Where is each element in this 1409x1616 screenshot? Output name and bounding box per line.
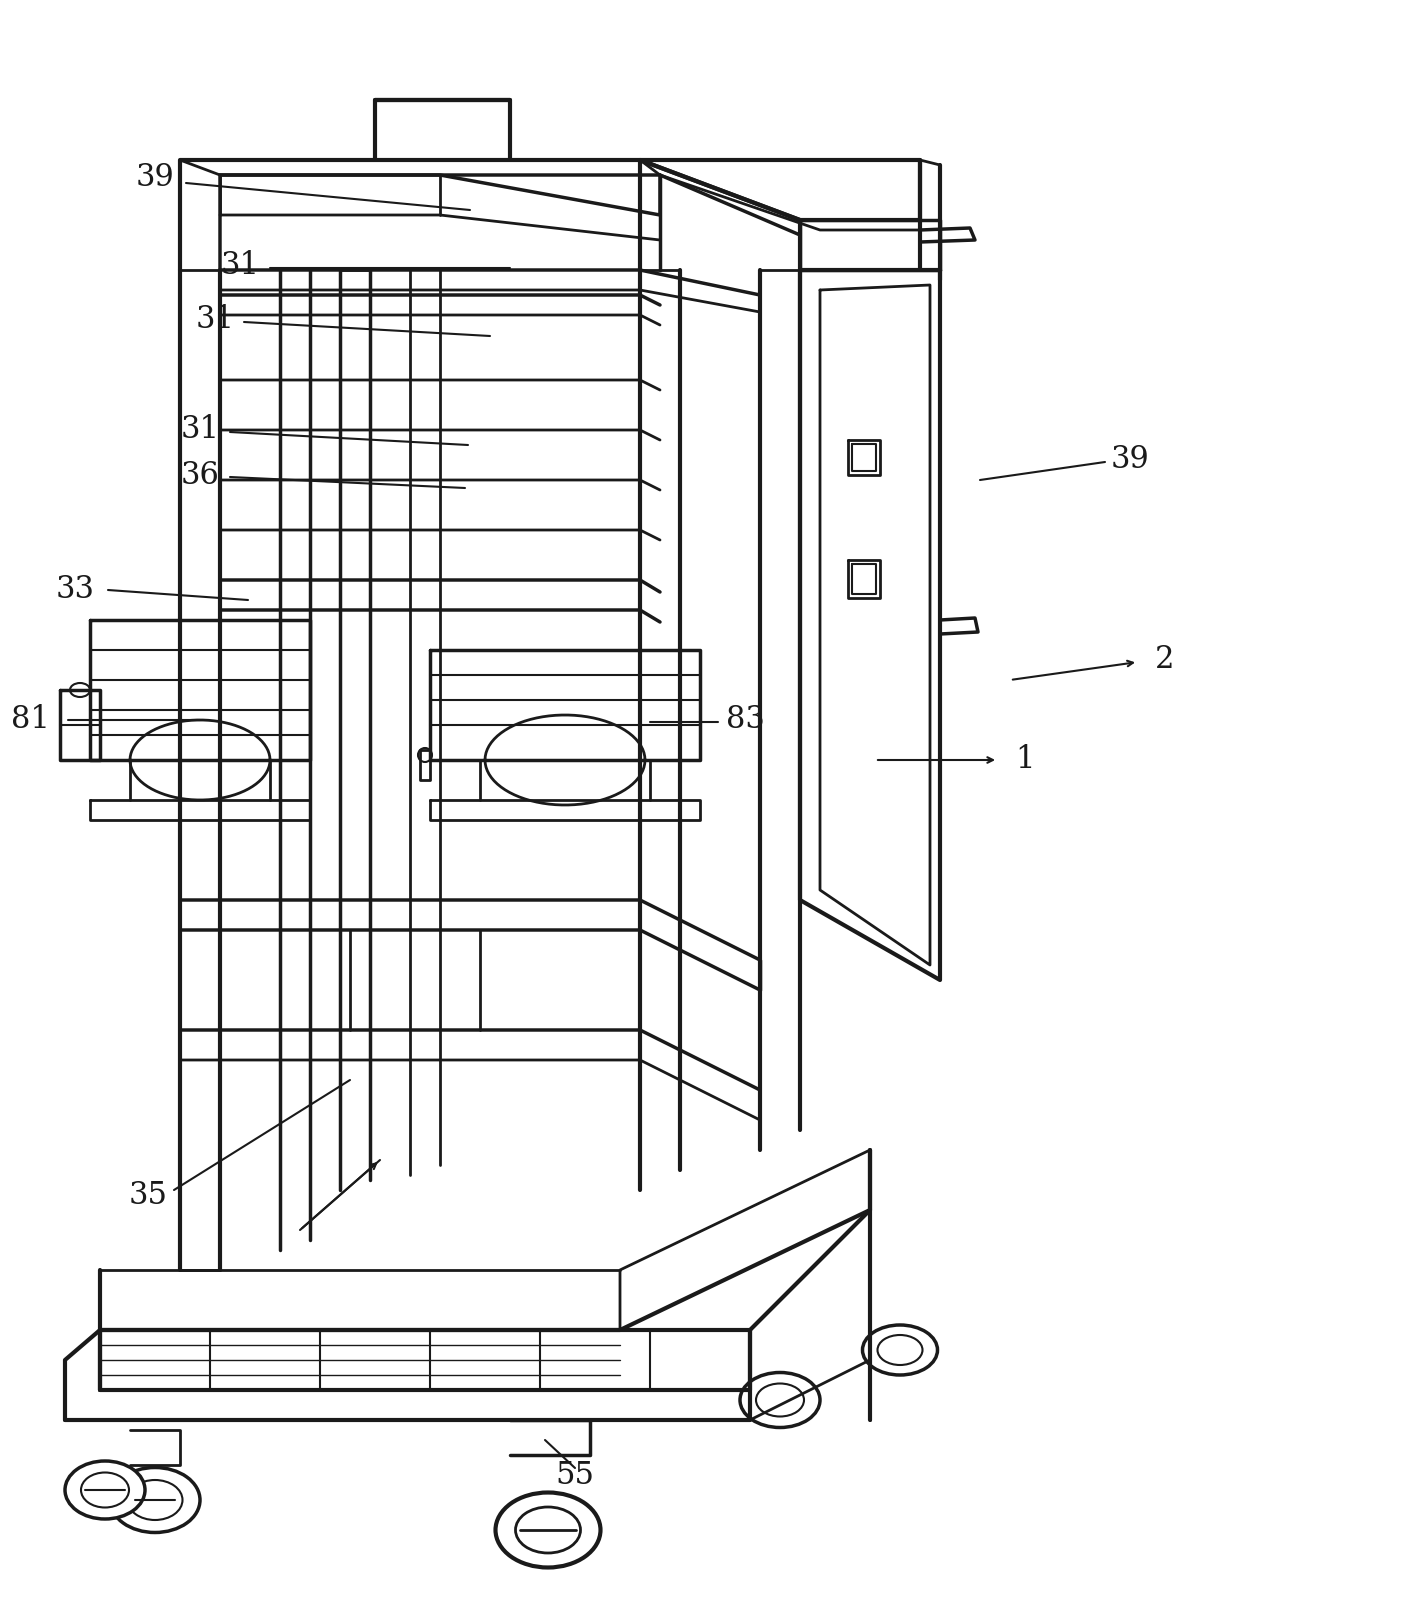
Text: 1: 1	[1016, 745, 1034, 776]
Text: 39: 39	[135, 163, 175, 194]
Text: 55: 55	[555, 1459, 595, 1490]
Text: 2: 2	[1155, 645, 1175, 675]
Text: 31: 31	[220, 249, 259, 281]
Ellipse shape	[70, 684, 90, 696]
Text: 35: 35	[128, 1180, 168, 1210]
Ellipse shape	[418, 748, 433, 763]
Ellipse shape	[65, 1461, 145, 1519]
Text: 39: 39	[1110, 444, 1150, 475]
Ellipse shape	[496, 1493, 600, 1568]
Text: 36: 36	[180, 459, 220, 491]
Ellipse shape	[862, 1325, 937, 1375]
Text: 83: 83	[726, 705, 765, 735]
Ellipse shape	[110, 1467, 200, 1532]
Ellipse shape	[516, 1508, 581, 1553]
Ellipse shape	[80, 1472, 130, 1508]
Ellipse shape	[878, 1335, 923, 1366]
Ellipse shape	[127, 1480, 183, 1521]
Ellipse shape	[757, 1383, 805, 1417]
Ellipse shape	[740, 1372, 820, 1427]
Text: 33: 33	[55, 575, 94, 606]
Text: 31: 31	[180, 414, 220, 446]
Text: 81: 81	[10, 705, 49, 735]
Text: 31: 31	[196, 304, 234, 336]
